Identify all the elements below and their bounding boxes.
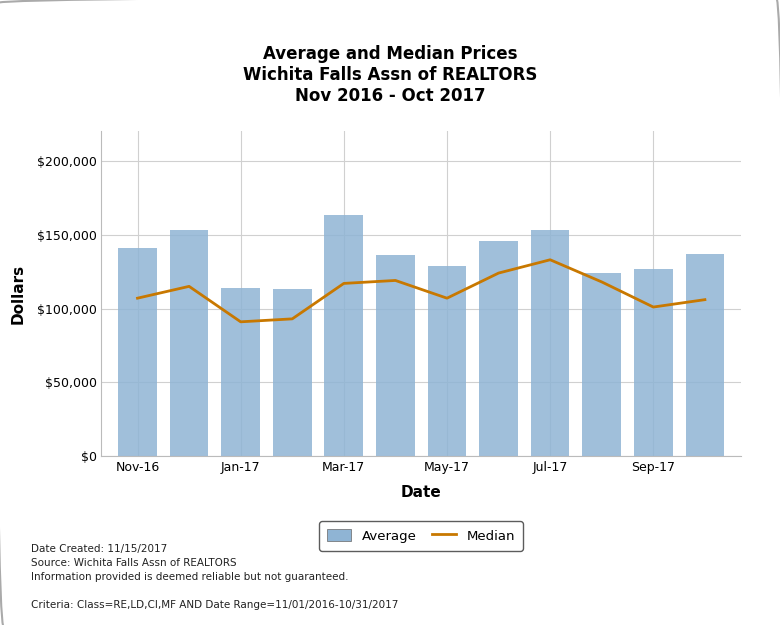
- Bar: [686, 254, 725, 456]
- Bar: [583, 273, 621, 456]
- Bar: [634, 269, 672, 456]
- Y-axis label: Dollars: Dollars: [11, 264, 26, 324]
- Bar: [222, 288, 260, 456]
- X-axis label: Date: Date: [401, 485, 441, 500]
- Bar: [531, 230, 569, 456]
- Text: Date Created: 11/15/2017
Source: Wichita Falls Assn of REALTORS
Information prov: Date Created: 11/15/2017 Source: Wichita…: [31, 544, 399, 610]
- Text: Average and Median Prices
Wichita Falls Assn of REALTORS
Nov 2016 - Oct 2017: Average and Median Prices Wichita Falls …: [243, 45, 537, 105]
- Bar: [427, 266, 466, 456]
- Bar: [376, 256, 415, 456]
- Bar: [324, 216, 363, 456]
- Legend: Average, Median: Average, Median: [319, 521, 523, 551]
- Bar: [170, 230, 208, 456]
- Bar: [273, 289, 311, 456]
- Bar: [479, 241, 518, 456]
- Bar: [118, 248, 157, 456]
